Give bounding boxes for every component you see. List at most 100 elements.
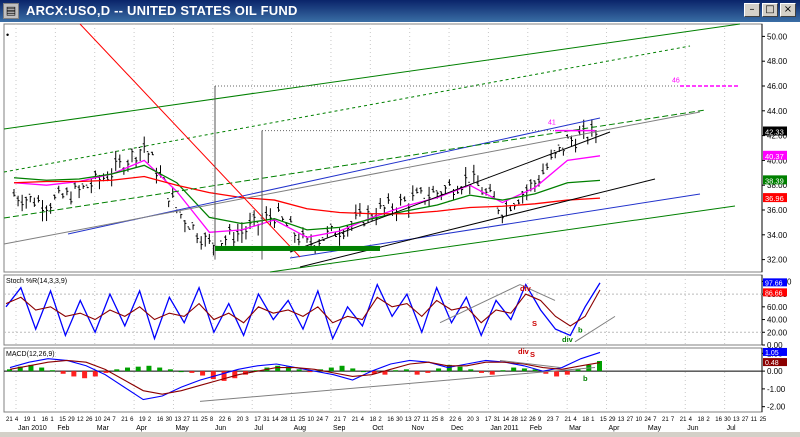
macd-histogram-bar	[178, 371, 184, 373]
x-day-label: 2	[706, 417, 710, 423]
macd-histogram-bar	[457, 366, 463, 372]
x-day-label: 14	[272, 417, 279, 423]
minimize-icon[interactable]: –	[744, 3, 760, 17]
x-day-label: 27	[627, 417, 634, 423]
price-ma-line-2	[13, 175, 601, 215]
window-title: ARCX:USO,D -- UNITED STATES OIL FUND	[26, 3, 298, 18]
price-value-label: 38.39	[765, 176, 784, 185]
macd-axis-tick-label: -2.00	[767, 403, 786, 412]
macd-histogram-bar	[575, 369, 581, 372]
trendline	[3, 23, 741, 130]
trendline	[289, 131, 611, 253]
x-day-label: 27	[742, 417, 749, 423]
x-day-label: 7	[556, 417, 560, 423]
stoch-trendline	[439, 284, 521, 324]
x-day-label: 18	[369, 417, 376, 423]
x-month-label: Jan 2010	[18, 425, 47, 432]
price-axis-tick-label: 40.00	[767, 156, 788, 165]
stoch-trendline	[519, 284, 556, 301]
price-axis-tick-label: 50.00	[767, 32, 788, 41]
macd-histogram-bar	[71, 371, 77, 377]
x-day-label: 8	[440, 417, 444, 423]
price-axis-tick-label: 42.00	[767, 132, 788, 141]
macd-histogram-bar	[436, 368, 442, 372]
price-axis-tick-label: 44.00	[767, 107, 788, 116]
x-day-label: 11	[192, 417, 199, 423]
x-month-label: Apr	[609, 425, 621, 432]
x-month-label: Sep	[333, 425, 346, 432]
x-day-label: 22	[449, 417, 456, 423]
close-icon[interactable]: ×	[780, 3, 796, 17]
x-day-label: 12	[77, 417, 84, 423]
x-day-label: 11	[751, 417, 758, 423]
macd-value-box	[763, 347, 787, 356]
x-day-label: 30	[166, 417, 173, 423]
price-panel-marker: •	[6, 30, 9, 40]
x-month-label: Dec	[451, 425, 464, 432]
stoch-value-label: 86.66	[765, 290, 783, 297]
macd-annotation: S	[530, 350, 535, 359]
x-day-label: 3	[476, 417, 480, 423]
macd-histogram-bar	[393, 370, 399, 372]
x-day-label: 30	[724, 417, 731, 423]
macd-histogram-bar	[167, 369, 173, 372]
x-day-label: 19	[139, 417, 146, 423]
stoch-annotation: div	[562, 335, 574, 344]
x-day-label: 22	[219, 417, 226, 423]
maximize-icon[interactable]: □	[762, 3, 778, 17]
x-day-label: 25	[432, 417, 439, 423]
price-axis-tick-label: 38.00	[767, 181, 788, 190]
x-day-label: 13	[618, 417, 625, 423]
macd-histogram-bar	[382, 371, 388, 375]
x-day-label: 24	[104, 417, 111, 423]
macd-histogram-bar	[157, 367, 163, 372]
macd-title: MACD(12,26,9)	[6, 351, 55, 358]
x-day-label: 17	[485, 417, 492, 423]
chart-svg[interactable]: 50.0048.0046.0044.0042.0040.0038.0036.00…	[0, 22, 800, 432]
macd-histogram-bar	[125, 367, 130, 372]
x-day-label: 21	[6, 417, 13, 423]
stoch-title: Stoch %R(14,3,3,9)	[6, 278, 67, 285]
x-day-label: 4	[361, 417, 365, 423]
macd-histogram-bar	[479, 371, 484, 373]
macd-axis-tick-label: 0.00	[767, 367, 783, 376]
macd-histogram-bar	[135, 366, 141, 372]
macd-histogram-bar	[511, 367, 517, 372]
macd-histogram-bar	[39, 367, 45, 372]
x-day-label: 29	[609, 417, 616, 423]
stoch-annotation: b	[578, 325, 583, 334]
x-day-label: 31	[263, 417, 270, 423]
macd-histogram-bar	[564, 371, 570, 375]
macd-histogram-bar	[114, 369, 120, 372]
x-day-label: 15	[59, 417, 66, 423]
x-month-label: Apr	[136, 425, 148, 432]
x-day-label: 7	[325, 417, 329, 423]
price-axis-tick-label: 46.00	[767, 82, 788, 91]
x-day-label: 7	[671, 417, 675, 423]
trendline	[269, 205, 736, 273]
x-day-label: 1	[50, 417, 54, 423]
x-day-label: 25	[299, 417, 306, 423]
price-axis-tick-label: 34.00	[767, 231, 788, 240]
trendline	[79, 23, 301, 258]
macd-histogram-bar	[49, 370, 55, 372]
macd-histogram-bar	[253, 370, 259, 372]
macd-histogram-bar	[597, 360, 602, 372]
x-day-label: 24	[316, 417, 323, 423]
x-day-label: 13	[174, 417, 181, 423]
macd-axis-tick-label: -1.00	[767, 385, 786, 394]
price-axis-tick-label: 48.00	[767, 57, 788, 66]
chart-icon[interactable]: ▤	[3, 3, 19, 19]
macd-histogram-bar	[500, 370, 506, 372]
macd-histogram-bar	[489, 371, 495, 375]
x-month-label: Oct	[372, 425, 383, 432]
x-day-label: 12	[520, 417, 527, 423]
macd-histogram-bar	[554, 371, 560, 377]
x-day-label: 1	[591, 417, 595, 423]
x-month-label: May	[648, 425, 662, 432]
macd-histogram-bar	[521, 368, 527, 372]
title-bar[interactable]: ▤ ARCX:USO,D -- UNITED STATES OIL FUND –…	[0, 0, 800, 22]
x-day-label: 6	[458, 417, 462, 423]
stoch-axis-tick-label: 40.00	[767, 316, 788, 325]
price-value-label: 40.37	[765, 152, 784, 161]
